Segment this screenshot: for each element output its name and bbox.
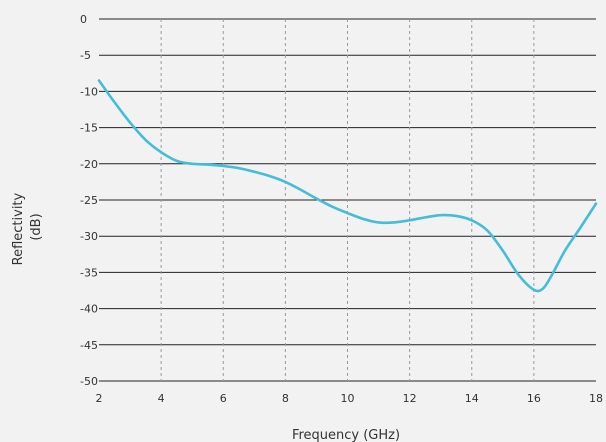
- y-tick-label: 0: [80, 13, 87, 26]
- y-tick-label: -5: [80, 49, 91, 62]
- y-tick-label: -40: [80, 303, 98, 316]
- x-tick-label: 2: [96, 392, 103, 405]
- y-tick-label: -15: [80, 122, 98, 135]
- x-tick-label: 8: [282, 392, 289, 405]
- x-tick-label: 12: [403, 392, 417, 405]
- y-axis-title: Reflectivity (dB): [11, 189, 44, 266]
- x-axis-ticks: 2 4 6 8 10 12 14 16 18: [96, 392, 604, 405]
- reflectivity-series-line: [97, 79, 598, 293]
- y-tick-label: -30: [80, 230, 98, 243]
- y-tick-label: -45: [80, 339, 98, 352]
- y-tick-label: -50: [80, 375, 98, 388]
- x-tick-label: 4: [158, 392, 165, 405]
- y-tick-label: -35: [80, 266, 98, 279]
- y-tick-label: -20: [80, 158, 98, 171]
- grid-lines: [99, 18, 596, 382]
- x-axis-title: Frequency (GHz): [292, 428, 400, 442]
- y-axis-title-line-1: Reflectivity: [11, 192, 26, 265]
- y-tick-label: -25: [80, 194, 98, 207]
- x-tick-label: 6: [220, 392, 227, 405]
- y-tick-label: -10: [80, 85, 98, 98]
- x-tick-label: 14: [465, 392, 479, 405]
- x-tick-label: 18: [589, 392, 603, 405]
- x-tick-label: 16: [527, 392, 541, 405]
- y-axis-ticks: 0 -5 -10 -15 -20 -25 -30 -35 -40 -45 -50: [80, 13, 98, 388]
- y-axis-title-line-2: (dB): [29, 213, 44, 240]
- x-tick-label: 10: [341, 392, 355, 405]
